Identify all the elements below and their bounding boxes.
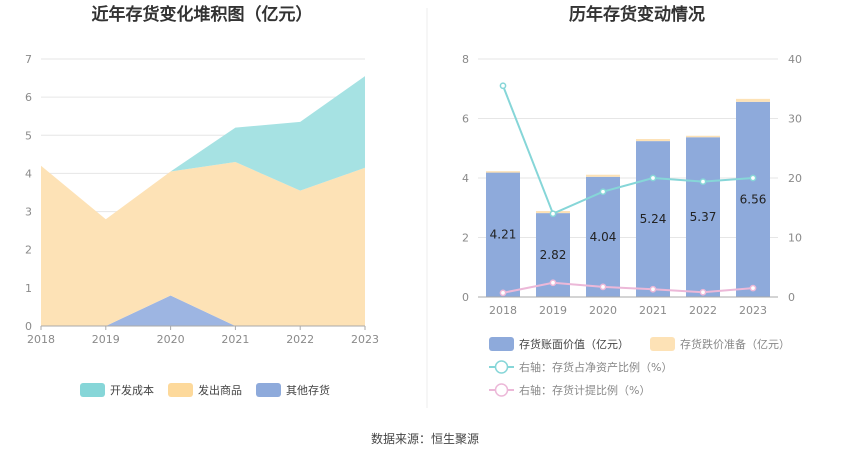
right-x-tick-label: 2018 [489,304,517,317]
left-x-tick-label: 2019 [92,333,120,346]
right-legend-marker [494,383,509,397]
right-legend-swatch [650,337,675,351]
right-bar-line-chart: 0 2 4 6 8 0 10 20 30 40 4.21 2.82 4.04 5.24 5.37 6.56 20… [462,53,802,397]
right-x-tick-label: 2020 [589,304,617,317]
bar-impairment-provision [686,135,720,138]
left-y-tick-label: 4 [25,167,32,180]
left-x-tick-label: 2018 [27,333,55,346]
line-point [749,284,757,292]
right-x-tick-label: 2019 [539,304,567,317]
left-legend-swatch [80,383,105,397]
left-y-tick-label: 2 [25,244,32,257]
right-legend-label[interactable]: 存货账面价值（亿元） [519,337,629,351]
left-x-tick-label: 2020 [157,333,185,346]
right-legend-label[interactable]: 存货跌价准备（亿元） [680,337,790,351]
right-chart-title: 历年存货变动情况 [569,4,705,25]
line-point [499,289,507,297]
line-point [499,82,507,90]
line-point [749,174,757,182]
right-y-tick-label: 0 [462,291,469,304]
bar-data-label: 4.04 [590,230,617,244]
right-legend-marker [494,360,509,374]
line-point [649,174,657,182]
line-point [699,178,707,185]
line-point [549,210,557,218]
left-stacked-area-chart: 0 1 2 3 4 5 6 7 2018 2019 2020 2021 2022 2023 开发成本 发出商品… [25,53,379,397]
bar-impairment-provision [486,171,520,173]
area-series-3 [41,76,365,220]
bar-impairment-provision [736,98,770,102]
line-series-2 [502,281,754,294]
left-legend-label[interactable]: 开发成本 [110,383,154,397]
right-y2-tick-label: 10 [788,232,802,245]
bar-book-value [736,101,770,297]
left-y-tick-label: 5 [25,129,32,142]
right-legend-label[interactable]: 右轴：存货计提比例（%） [519,383,650,397]
line-point [599,283,607,291]
right-legend-swatch [489,337,514,351]
left-x-tick-label: 2022 [286,333,314,346]
bar-data-label: 2.82 [540,248,567,262]
right-x-tick-label: 2022 [689,304,717,317]
bar-book-value [686,137,720,297]
bar-impairment-provision [586,174,620,177]
right-y2-tick-label: 30 [788,113,802,126]
right-y2-tick-label: 40 [788,53,802,66]
bar-data-label: 4.21 [490,227,517,241]
right-y2-tick-label: 0 [788,291,795,304]
left-y-tick-label: 1 [25,282,32,295]
left-y-tick-label: 3 [25,206,32,219]
left-y-tick-label: 7 [25,53,32,66]
area-series-2 [41,161,365,326]
right-x-tick-label: 2023 [739,304,767,317]
line-point [549,279,557,287]
bar-data-label: 5.37 [690,210,717,224]
right-y2-tick-label: 20 [788,172,802,185]
right-y-tick-label: 2 [462,232,469,245]
left-legend-swatch [256,383,281,397]
left-x-tick-label: 2023 [351,333,379,346]
right-y-tick-label: 6 [462,113,469,126]
bar-data-label: 6.56 [740,192,767,206]
bar-book-value [636,141,670,297]
right-x-tick-label: 2021 [639,304,667,317]
line-point [599,188,607,196]
line-point [699,288,707,296]
bar-impairment-provision [636,139,670,142]
right-y-tick-label: 4 [462,172,469,185]
left-x-tick-label: 2021 [221,333,249,346]
left-legend-label[interactable]: 发出商品 [198,383,242,397]
data-source: 数据来源：恒生聚源 [371,431,479,446]
left-y-tick-label: 0 [25,320,32,333]
right-y-tick-label: 8 [462,53,469,66]
line-point [649,285,657,293]
line-series-1 [502,85,754,216]
right-legend-label[interactable]: 右轴：存货占净资产比例（%） [519,360,672,374]
bar-data-label: 5.24 [640,212,667,226]
left-legend-swatch [168,383,193,397]
left-legend-label[interactable]: 其他存货 [286,383,330,397]
bar-book-value [486,171,520,297]
left-y-tick-label: 6 [25,91,32,104]
left-chart-title: 近年存货变化堆积图（亿元） [92,4,313,25]
